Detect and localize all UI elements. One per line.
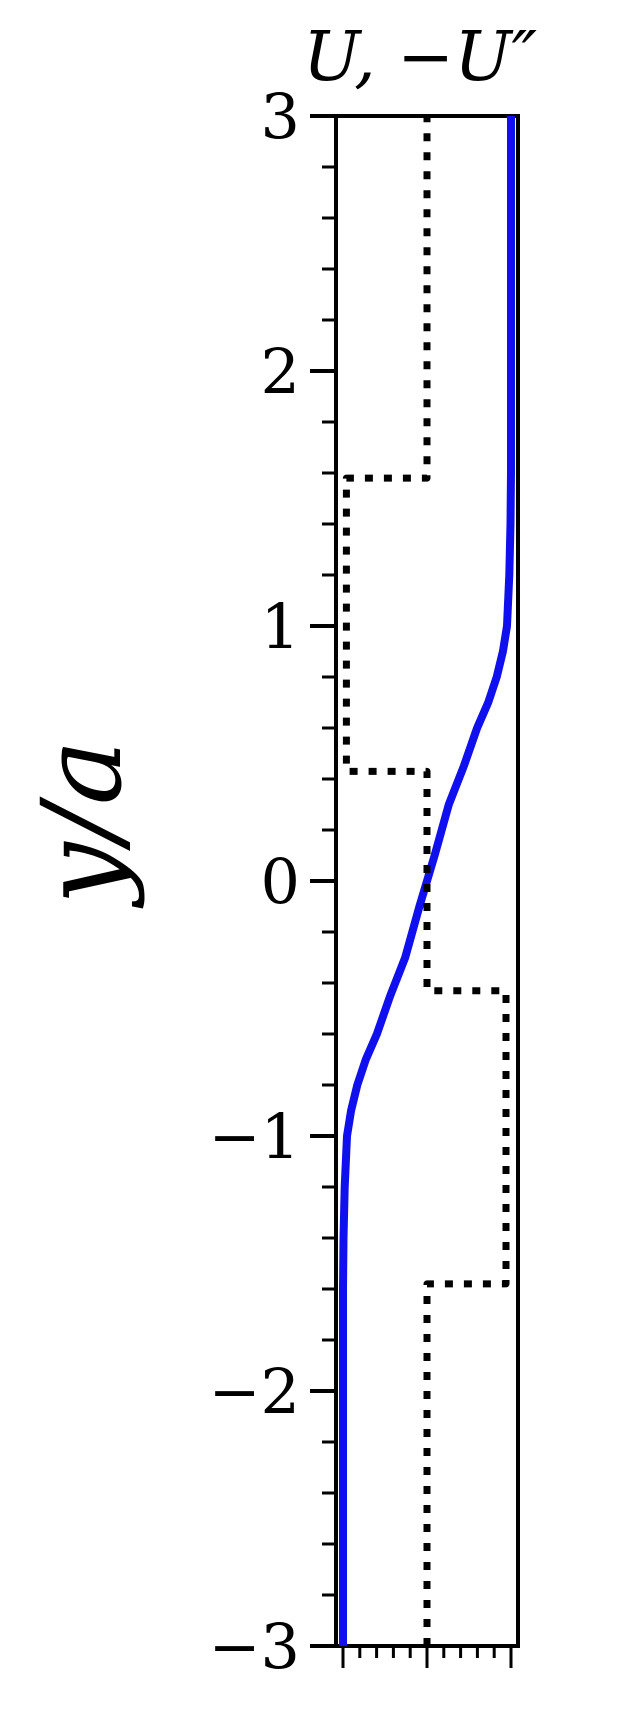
y-tick-label: 3 — [261, 80, 300, 153]
series-layer — [339, 116, 515, 1646]
minor-ticks — [322, 165, 513, 1668]
y-tick-label: −1 — [209, 1100, 300, 1173]
y-tick-label: 2 — [261, 335, 300, 408]
y-tick-labels: −3 −2 −1 0 1 2 3 — [209, 80, 300, 1683]
y-tick-label: −2 — [209, 1355, 300, 1428]
series-dotted-curvature — [342, 116, 510, 1646]
y-axis-label: y/a — [18, 740, 146, 910]
y-tick-label: 1 — [261, 590, 300, 663]
major-ticks — [310, 114, 336, 1648]
series-velocity-profile — [339, 116, 515, 1646]
chart-title: U, −U″ — [303, 18, 537, 97]
y-tick-label: 0 — [261, 845, 300, 918]
y-tick-label: −3 — [209, 1610, 300, 1683]
